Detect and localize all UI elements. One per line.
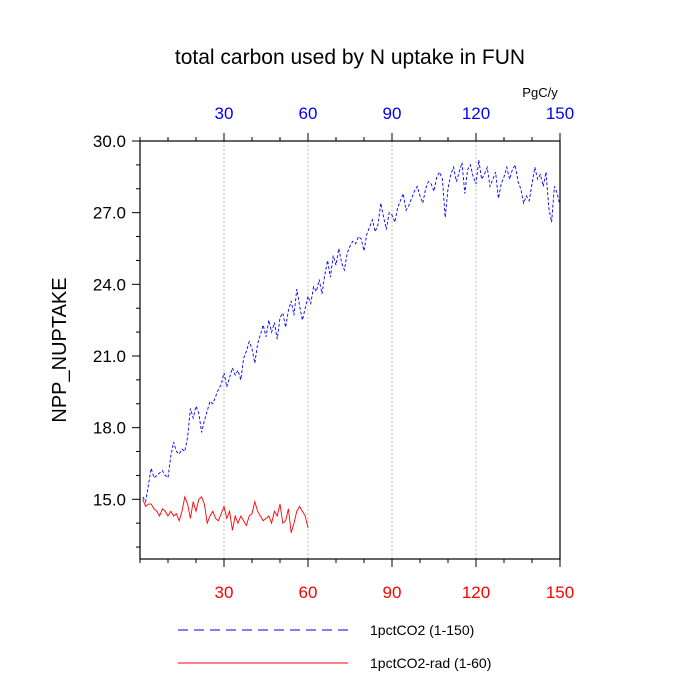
axes (139, 140, 561, 560)
x-tick-label-bottom: 30 (215, 583, 234, 602)
x-tick-label-top: 120 (462, 104, 490, 123)
chart-title: total carbon used by N uptake in FUN (175, 46, 525, 69)
legend-label-1pctco2-rad: 1pctCO2-rad (1-60) (370, 655, 491, 671)
y-tick-label: 30.0 (93, 132, 126, 151)
legend: 1pctCO2 (1-150) 1pctCO2-rad (1-60) (178, 622, 491, 671)
x-tick-label-top: 30 (215, 104, 234, 123)
x-tick-label-bottom: 60 (299, 583, 318, 602)
x-tick-label-top: 150 (546, 104, 574, 123)
y-tick-label: 27.0 (93, 204, 126, 223)
top-axis-unit-label: PgC/y (522, 85, 558, 100)
x-tick-label-bottom: 90 (383, 583, 402, 602)
y-tick-label: 24.0 (93, 275, 126, 294)
series-line-1pctco2-rad (142, 495, 309, 533)
tick-marks-and-labels: 30 30 60 60 90 90 120 120 150 150 15.0 18.0 21.0 24.0… (93, 104, 574, 602)
x-tick-label-bottom: 150 (546, 583, 574, 602)
series-line-1pctco2 (142, 160, 561, 503)
x-tick-label-top: 90 (383, 104, 402, 123)
plot-frame (139, 140, 561, 560)
y-tick-label: 18.0 (93, 419, 126, 438)
legend-label-1pctco2: 1pctCO2 (1-150) (370, 622, 474, 638)
y-tick-label: 15.0 (93, 490, 126, 509)
series-lines (142, 160, 561, 533)
vertical-gridlines (223, 141, 477, 559)
y-tick-label: 21.0 (93, 347, 126, 366)
y-axis-title: NPP_NUPTAKE (49, 277, 71, 422)
x-tick-label-top: 60 (299, 104, 318, 123)
x-tick-label-bottom: 120 (462, 583, 490, 602)
